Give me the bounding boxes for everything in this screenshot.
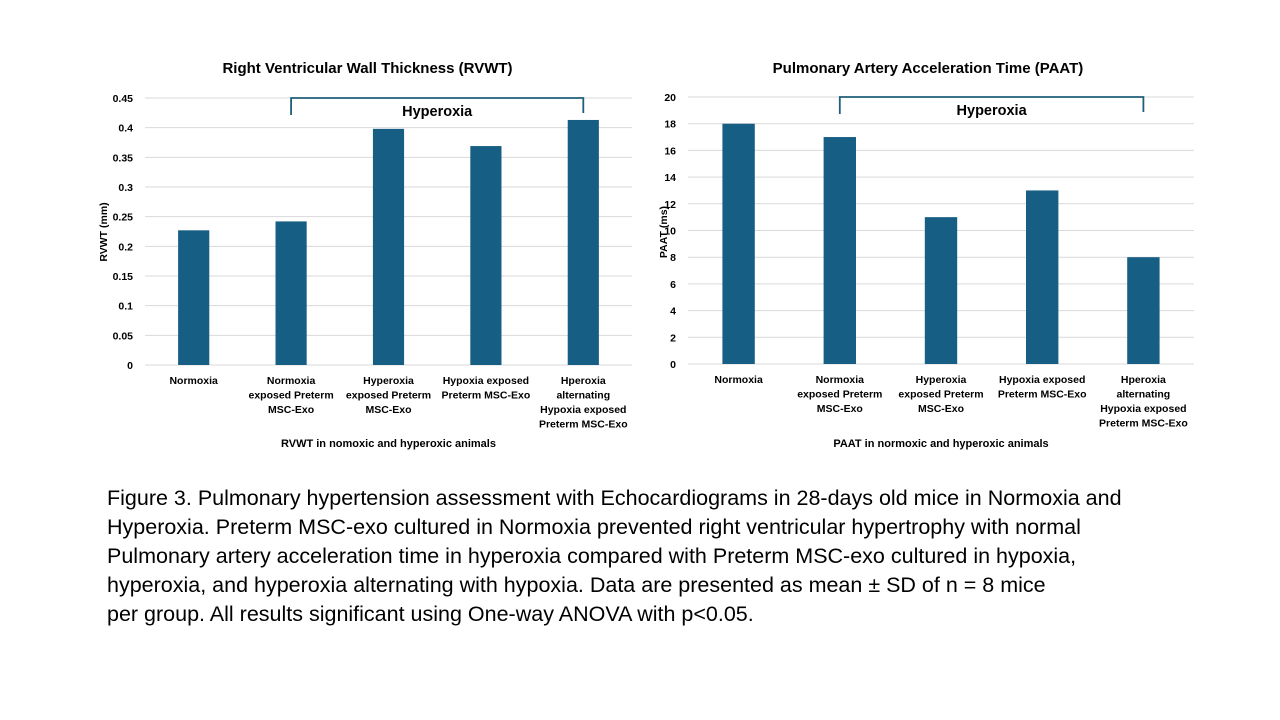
- x-tick-label-line: alternating: [556, 390, 610, 402]
- x-tick-label-line: Normoxia: [714, 374, 763, 386]
- x-tick-label: Hperoxia alternating Hypoxia exposed Preter…: [539, 375, 628, 431]
- x-tick-label: Normoxia: [714, 374, 763, 386]
- caption-line: Figure 3. Pulmonary hypertension assessm…: [107, 486, 1122, 510]
- caption-line: Hyperoxia. Preterm MSC-exo cultured in N…: [107, 515, 1081, 539]
- x-tick-label-line: Hypoxia exposed: [999, 374, 1085, 386]
- x-axis-label: RVWT in nomoxic and hyperoxic animals: [281, 438, 496, 450]
- caption-line: Pulmonary artery acceleration time in hy…: [107, 544, 1077, 568]
- y-tick-label: 0.2: [118, 241, 133, 253]
- y-tick-label: 0.05: [113, 330, 134, 342]
- y-tick-label: 0.25: [113, 212, 134, 224]
- bar: [178, 230, 210, 365]
- x-tick-label-line: Normoxia: [267, 375, 316, 387]
- bar: [372, 128, 405, 365]
- paat-chart: Pulmonary Artery Acceleration Time (PAAT…: [652, 50, 1204, 460]
- x-tick-label-line: Preterm MSC-Exo: [442, 390, 531, 402]
- x-tick-label-line: MSC-Exo: [817, 403, 863, 415]
- x-tick-label-line: exposed Preterm: [898, 389, 983, 401]
- x-tick-label-line: MSC-Exo: [365, 404, 411, 416]
- rvwt-chart: Right Ventricular Wall Thickness (RVWT) …: [95, 50, 640, 460]
- bar: [924, 217, 958, 364]
- x-tick-label: Normoxia exposed Preterm MSC-Exo: [248, 375, 333, 416]
- y-tick-label: 0.3: [118, 182, 133, 194]
- x-tick-label-line: Hyperoxia: [363, 375, 414, 387]
- y-tick-label: 16: [664, 145, 676, 157]
- bracket-label: Hyperoxia: [957, 103, 1028, 119]
- x-tick-label-line: Preterm MSC-Exo: [539, 419, 628, 431]
- y-tick-label: 10: [664, 226, 676, 238]
- y-tick-label: 6: [670, 279, 676, 291]
- y-tick-label: 12: [664, 199, 676, 211]
- x-tick-label-line: Normoxia: [169, 375, 218, 387]
- x-tick-label: Hperoxia alternating Hypoxia exposed Preter…: [1099, 374, 1188, 430]
- x-tick-label-line: Hperoxia: [1121, 374, 1166, 386]
- x-tick-label-line: alternating: [1117, 389, 1171, 401]
- x-tick-label: Hypoxia exposed Preterm MSC-Exo: [998, 374, 1087, 401]
- chart-title: Pulmonary Artery Acceleration Time (PAAT…: [772, 60, 1084, 77]
- x-tick-label: Hyperoxia exposed Preterm MSC-Exo: [898, 374, 983, 415]
- bar: [275, 221, 307, 365]
- y-tick-label: 0: [670, 359, 676, 371]
- x-tick-label-line: Hypoxia exposed: [1100, 403, 1186, 415]
- x-tick-label-line: Hperoxia: [561, 375, 606, 387]
- x-tick-label-line: exposed Preterm: [248, 390, 333, 402]
- caption-line: hyperoxia, and hyperoxia alternating wit…: [107, 573, 1046, 597]
- x-axis-label: PAAT in normoxic and hyperoxic animals: [833, 438, 1048, 450]
- paat-chart-plot: 0 2 4 6 8 10 12 14 16 18 20 Normoxia Normoxia exposed…: [658, 92, 1194, 450]
- x-tick-label-line: MSC-Exo: [268, 404, 314, 416]
- bar: [470, 146, 502, 365]
- x-tick-label-line: exposed Preterm: [346, 390, 431, 402]
- x-tick-label: Hypoxia exposed Preterm MSC-Exo: [442, 375, 531, 402]
- y-tick-label: 0.45: [113, 93, 134, 105]
- caption-line: per group. All results significant using…: [107, 602, 754, 626]
- chart-title: Right Ventricular Wall Thickness (RVWT): [222, 60, 513, 77]
- x-tick-label-line: Hyperoxia: [916, 374, 967, 386]
- bar: [1026, 190, 1059, 364]
- bar: [1127, 257, 1160, 364]
- bar: [722, 123, 755, 364]
- x-tick-label-line: Hypoxia exposed: [443, 375, 529, 387]
- x-tick-label: Normoxia exposed Preterm MSC-Exo: [797, 374, 882, 415]
- bar: [823, 137, 856, 364]
- y-tick-label: 2: [670, 332, 676, 344]
- y-tick-label: 0.15: [113, 271, 134, 283]
- bar: [567, 119, 599, 365]
- bracket-label: Hyperoxia: [402, 104, 473, 120]
- figure-caption: Figure 3. Pulmonary hypertension assessm…: [107, 484, 1217, 629]
- x-tick-label-line: Preterm MSC-Exo: [998, 389, 1087, 401]
- x-tick-label-line: exposed Preterm: [797, 389, 882, 401]
- y-tick-label: 0: [127, 360, 133, 372]
- y-tick-label: 18: [664, 119, 676, 131]
- y-tick-label: 0.4: [118, 123, 133, 135]
- x-tick-label-line: Normoxia: [816, 374, 865, 386]
- y-tick-label: 0.35: [113, 152, 134, 164]
- x-tick-label-line: Hypoxia exposed: [540, 404, 626, 416]
- x-tick-label-line: Preterm MSC-Exo: [1099, 418, 1188, 430]
- x-tick-label: Hyperoxia exposed Preterm MSC-Exo: [346, 375, 431, 416]
- y-tick-label: 20: [664, 92, 676, 104]
- y-tick-label: 14: [664, 172, 676, 184]
- hyperoxia-bracket: [290, 97, 585, 115]
- y-tick-label: 0.1: [118, 301, 133, 313]
- x-tick-label-line: MSC-Exo: [918, 403, 964, 415]
- rvwt-chart-plot: 0 0.05 0.1 0.15 0.2 0.25 0.3 0.35 0.4 0.45 Normoxi…: [98, 93, 632, 450]
- y-tick-label: 4: [670, 306, 676, 318]
- y-axis-label: PAAT (ms): [658, 206, 670, 258]
- y-tick-label: 8: [670, 252, 676, 264]
- hyperoxia-bracket: [838, 96, 1145, 114]
- x-tick-label: Normoxia: [169, 375, 218, 387]
- y-axis-label: RVWT (mm): [98, 202, 110, 261]
